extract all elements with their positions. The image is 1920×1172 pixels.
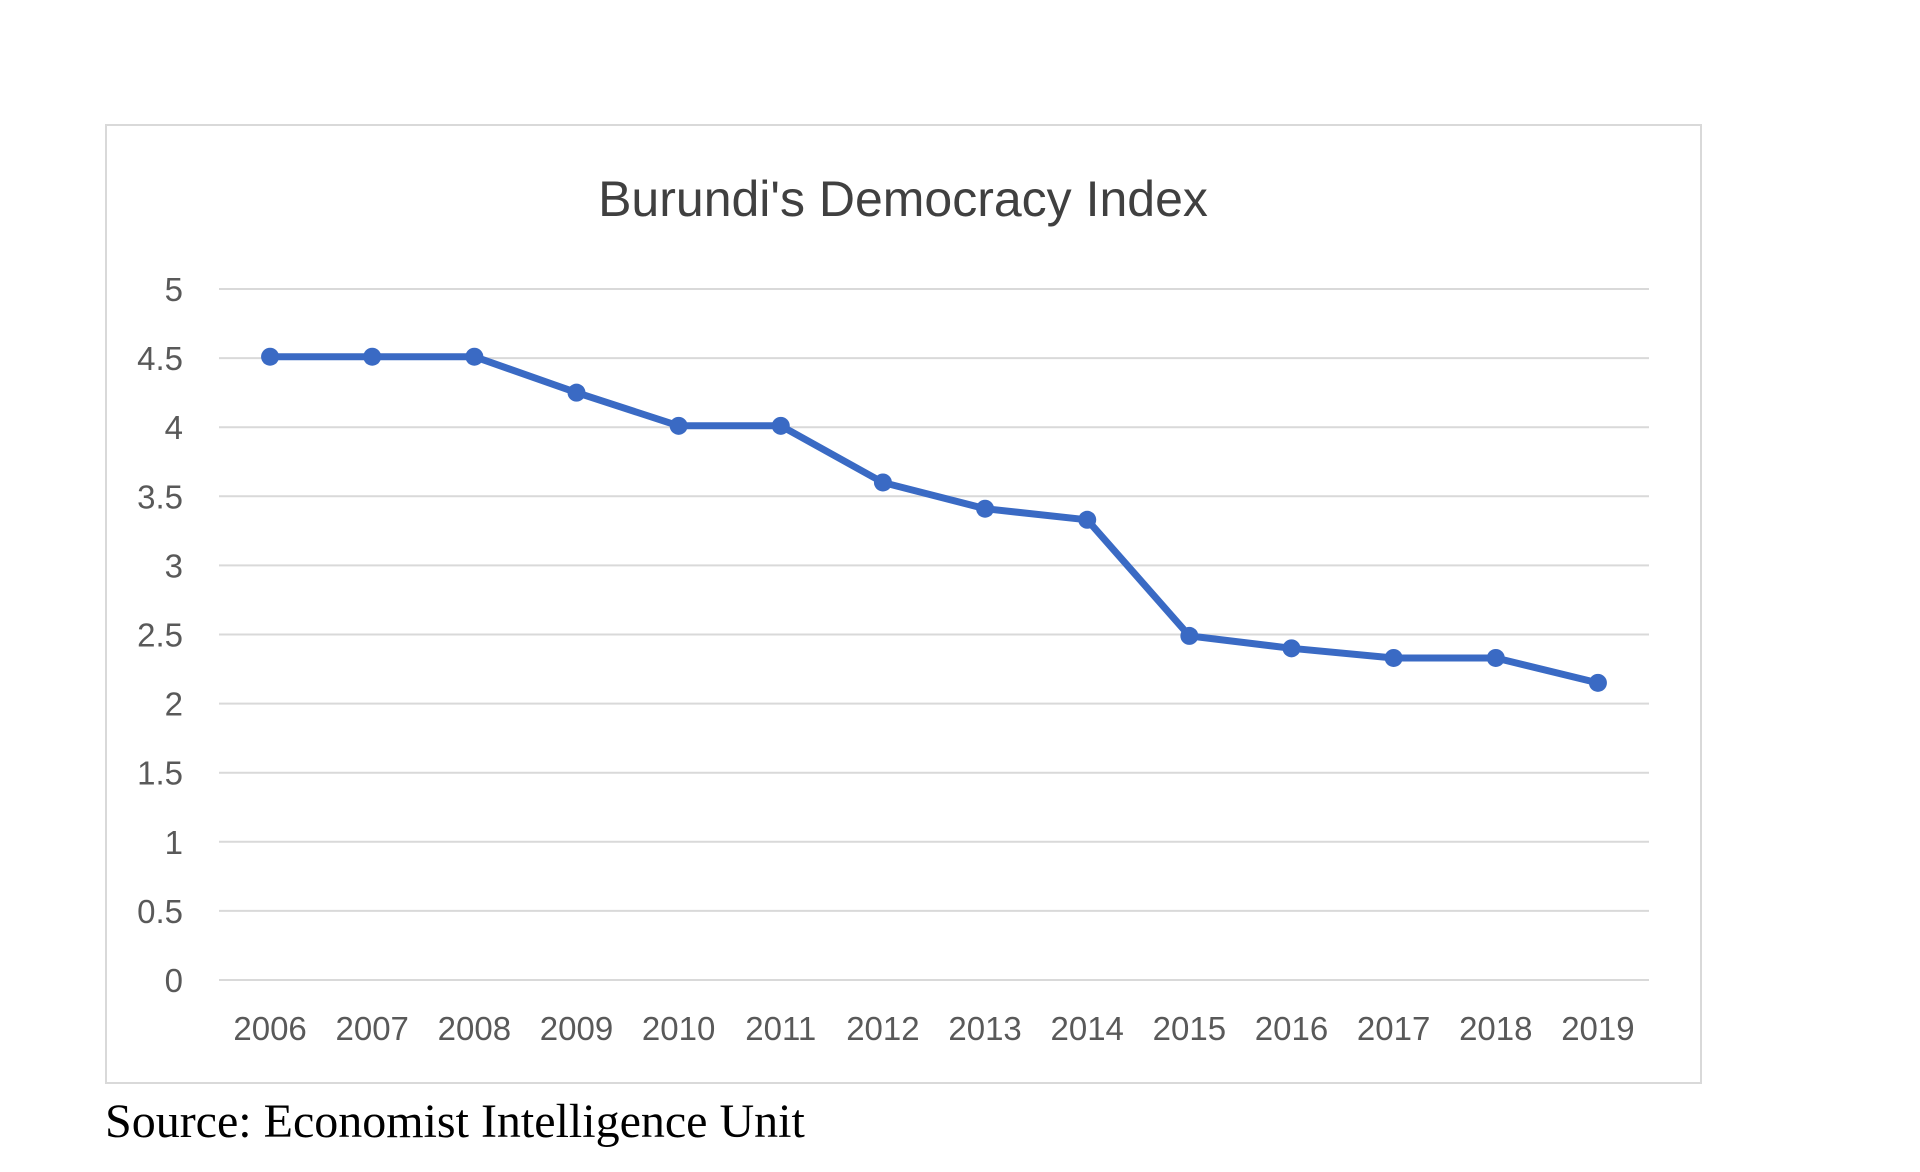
data-point — [1588, 673, 1607, 692]
series-layer — [261, 347, 1607, 692]
y-tick-label: 4.5 — [137, 340, 183, 377]
data-point — [771, 416, 790, 435]
data-point — [669, 416, 688, 435]
data-point — [976, 499, 995, 518]
y-axis-ticks: 0 0.5 1 1.5 2 2.5 3 3.5 4 4.5 5 — [137, 271, 183, 999]
data-point — [567, 383, 586, 402]
data-point — [1384, 648, 1403, 667]
data-point — [1282, 639, 1301, 658]
x-tick-label: 2007 — [336, 1010, 409, 1047]
y-tick-label: 1.5 — [137, 755, 183, 792]
x-tick-label: 2014 — [1051, 1010, 1124, 1047]
y-tick-label: 3 — [165, 547, 183, 584]
x-tick-label: 2012 — [846, 1010, 919, 1047]
chart-title: Burundi's Democracy Index — [598, 171, 1208, 227]
chart-frame: Burundi's Democracy Index 0 0.5 1 1.5 2 2.5 3 3… — [105, 124, 1702, 1084]
y-tick-label: 0.5 — [137, 893, 183, 930]
x-axis-ticks: 2006 2007 2008 2009 2010 2011 2012 2013 2014 2015… — [233, 1010, 1634, 1047]
data-point — [363, 347, 382, 366]
y-tick-label: 0 — [165, 962, 183, 999]
y-tick-label: 2 — [165, 686, 183, 723]
x-tick-label: 2016 — [1255, 1010, 1328, 1047]
x-tick-label: 2017 — [1357, 1010, 1430, 1047]
y-tick-label: 4 — [165, 409, 183, 446]
data-point — [1078, 510, 1097, 529]
series-line — [266, 353, 1602, 687]
x-tick-label: 2009 — [540, 1010, 613, 1047]
x-tick-label: 2006 — [233, 1010, 306, 1047]
y-tick-label: 2.5 — [137, 617, 183, 654]
x-tick-label: 2008 — [438, 1010, 511, 1047]
gridlines — [219, 288, 1649, 981]
x-tick-label: 2013 — [948, 1010, 1021, 1047]
x-tick-label: 2010 — [642, 1010, 715, 1047]
source-note: Source: Economist Intelligence Unit — [105, 1095, 805, 1148]
y-tick-label: 3.5 — [137, 478, 183, 515]
x-tick-label: 2011 — [745, 1010, 816, 1047]
x-tick-label: 2018 — [1459, 1010, 1532, 1047]
data-point — [1180, 626, 1199, 645]
line-chart: Burundi's Democracy Index 0 0.5 1 1.5 2 2.5 3 3… — [137, 171, 1649, 1047]
data-point — [465, 347, 484, 366]
data-point — [261, 347, 280, 366]
y-tick-label: 1 — [165, 824, 183, 861]
data-point — [1486, 648, 1505, 667]
y-tick-label: 5 — [165, 271, 183, 308]
x-tick-label: 2019 — [1561, 1010, 1634, 1047]
x-tick-label: 2015 — [1153, 1010, 1226, 1047]
data-point — [873, 473, 892, 492]
